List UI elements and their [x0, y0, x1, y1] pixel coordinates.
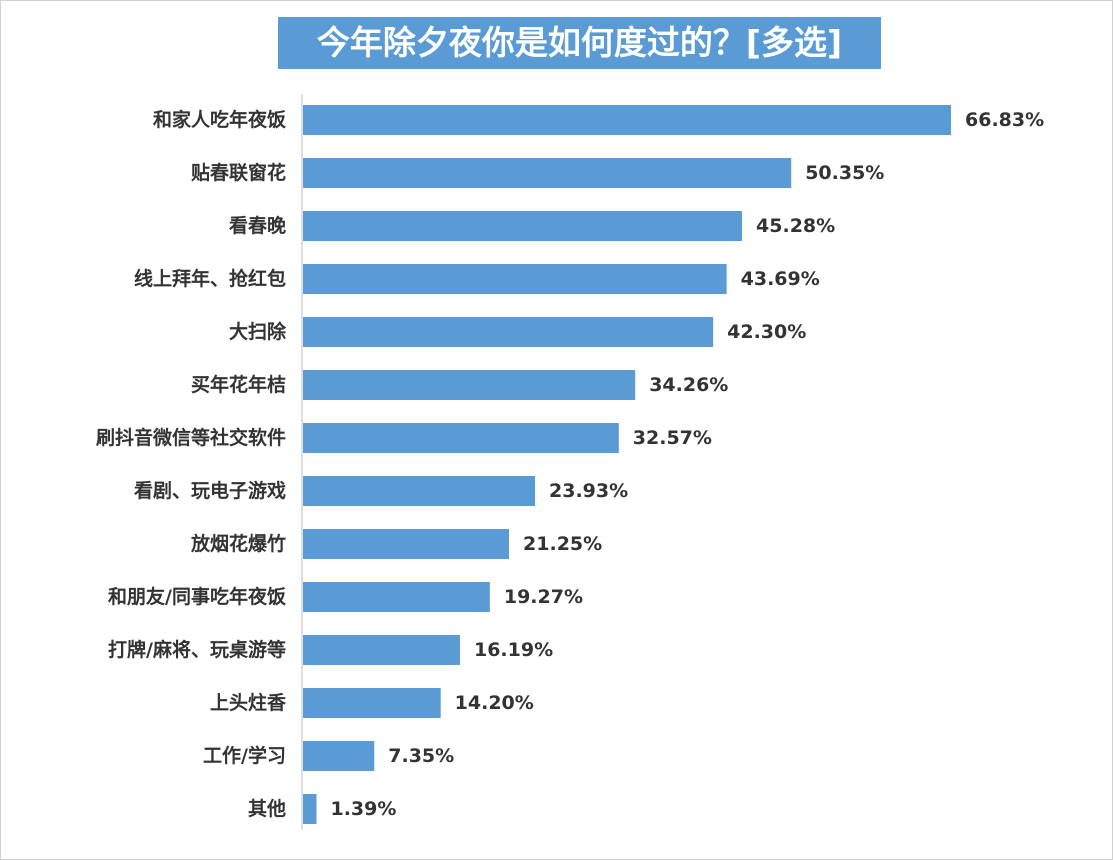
bar — [303, 582, 490, 612]
value-label: 50.35% — [805, 162, 884, 184]
bar — [303, 158, 792, 188]
category-label: 上头炷香 — [210, 691, 287, 714]
bar — [303, 317, 714, 347]
category-label: 其他 — [248, 797, 286, 820]
value-label: 32.57% — [633, 427, 712, 449]
bar — [303, 105, 951, 135]
category-label: 看剧、玩电子游戏 — [133, 479, 286, 502]
bar — [303, 264, 727, 294]
value-label: 66.83% — [965, 109, 1044, 131]
bar — [303, 370, 636, 400]
value-label: 45.28% — [756, 215, 835, 237]
value-label: 7.35% — [388, 745, 454, 767]
bar — [303, 211, 743, 241]
bar — [303, 476, 536, 506]
bar — [303, 794, 317, 824]
value-label: 14.20% — [455, 692, 534, 714]
chart-title: 今年除夕夜你是如何度过的？[多选] — [278, 17, 881, 69]
category-label: 刷抖音微信等社交软件 — [96, 426, 286, 449]
category-label: 大扫除 — [229, 320, 287, 343]
value-label: 16.19% — [474, 639, 553, 661]
value-label: 1.39% — [330, 798, 396, 820]
bar — [303, 741, 375, 771]
category-label: 工作/学习 — [203, 744, 286, 767]
value-label: 19.27% — [504, 586, 583, 608]
value-label: 34.26% — [649, 374, 728, 396]
value-label: 23.93% — [549, 480, 628, 502]
category-label: 打牌/麻将、玩桌游等 — [108, 638, 286, 661]
bar — [303, 635, 460, 665]
category-label: 买年花年桔 — [191, 373, 286, 396]
value-label: 43.69% — [741, 268, 820, 290]
bar — [303, 688, 441, 718]
category-label: 线上拜年、抢红包 — [134, 267, 286, 290]
category-label: 和家人吃年夜饭 — [153, 108, 286, 131]
category-label: 和朋友/同事吃年夜饭 — [108, 585, 286, 608]
value-label: 42.30% — [727, 321, 806, 343]
bar — [303, 529, 510, 559]
value-label: 21.25% — [523, 533, 602, 555]
category-label: 贴春联窗花 — [191, 161, 286, 184]
category-label: 放烟花爆竹 — [190, 532, 286, 555]
bar — [303, 423, 619, 453]
category-label: 看春晚 — [228, 214, 286, 237]
